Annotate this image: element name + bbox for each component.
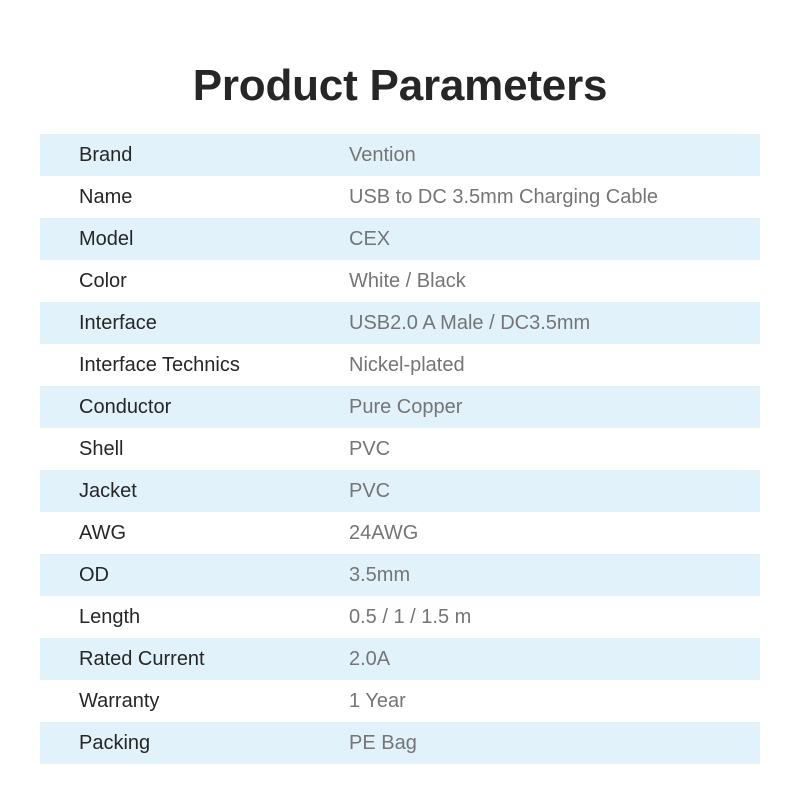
spec-label: Jacket <box>79 480 137 503</box>
spec-label: Shell <box>79 438 124 461</box>
specifications-table-body: Brand Vention Name USB to DC 3.5mm Charging… <box>40 134 760 765</box>
spec-value: CEX <box>349 228 391 251</box>
specifications-table: Brand Vention Name USB to DC 3.5mm Charging… <box>40 134 760 765</box>
spec-label: Model <box>79 228 134 251</box>
spec-value: 2.0A <box>349 648 391 671</box>
table-row: Model CEX <box>40 218 760 261</box>
spec-value: PVC <box>349 480 391 503</box>
spec-value: PE Bag <box>349 732 417 755</box>
table-row: Packing PE Bag <box>40 722 760 765</box>
spec-value: Nickel-plated <box>349 354 465 377</box>
spec-label: Color <box>79 270 127 293</box>
spec-value: 3.5mm <box>349 564 411 587</box>
spec-value: 24AWG <box>349 522 419 545</box>
table-row: Interface Technics Nickel-plated <box>40 344 760 387</box>
table-row: Interface USB2.0 A Male / DC3.5mm <box>40 302 760 345</box>
table-row: Name USB to DC 3.5mm Charging Cable <box>40 176 760 219</box>
table-row: Color White / Black <box>40 260 760 303</box>
table-row: AWG 24AWG <box>40 512 760 555</box>
spec-label: OD <box>79 564 109 587</box>
page-title: Product Parameters <box>192 61 608 110</box>
spec-value: 0.5 / 1 / 1.5 m <box>349 606 472 629</box>
spec-value: White / Black <box>349 270 466 293</box>
spec-value: PVC <box>349 438 391 461</box>
table-row: Brand Vention <box>40 134 760 177</box>
spec-label: Interface <box>79 312 157 335</box>
spec-label: Interface Technics <box>79 354 240 377</box>
table-row: Rated Current 2.0A <box>40 638 760 681</box>
table-row: Warranty 1 Year <box>40 680 760 723</box>
spec-value: Pure Copper <box>349 396 463 419</box>
spec-value: USB2.0 A Male / DC3.5mm <box>349 312 591 335</box>
table-row: OD 3.5mm <box>40 554 760 597</box>
spec-value: USB to DC 3.5mm Charging Cable <box>349 186 659 209</box>
spec-label: AWG <box>79 522 127 545</box>
spec-value: 1 Year <box>349 690 406 713</box>
spec-label: Warranty <box>79 690 160 713</box>
spec-value: Vention <box>349 144 416 167</box>
table-row: Conductor Pure Copper <box>40 386 760 429</box>
table-row: Jacket PVC <box>40 470 760 513</box>
spec-label: Conductor <box>79 396 172 419</box>
spec-label: Packing <box>79 732 151 755</box>
table-row: Shell PVC <box>40 428 760 471</box>
table-row: Length 0.5 / 1 / 1.5 m <box>40 596 760 639</box>
spec-label: Rated Current <box>79 648 205 671</box>
spec-label: Brand <box>79 144 133 167</box>
spec-label: Name <box>79 186 133 209</box>
spec-label: Length <box>79 606 141 629</box>
